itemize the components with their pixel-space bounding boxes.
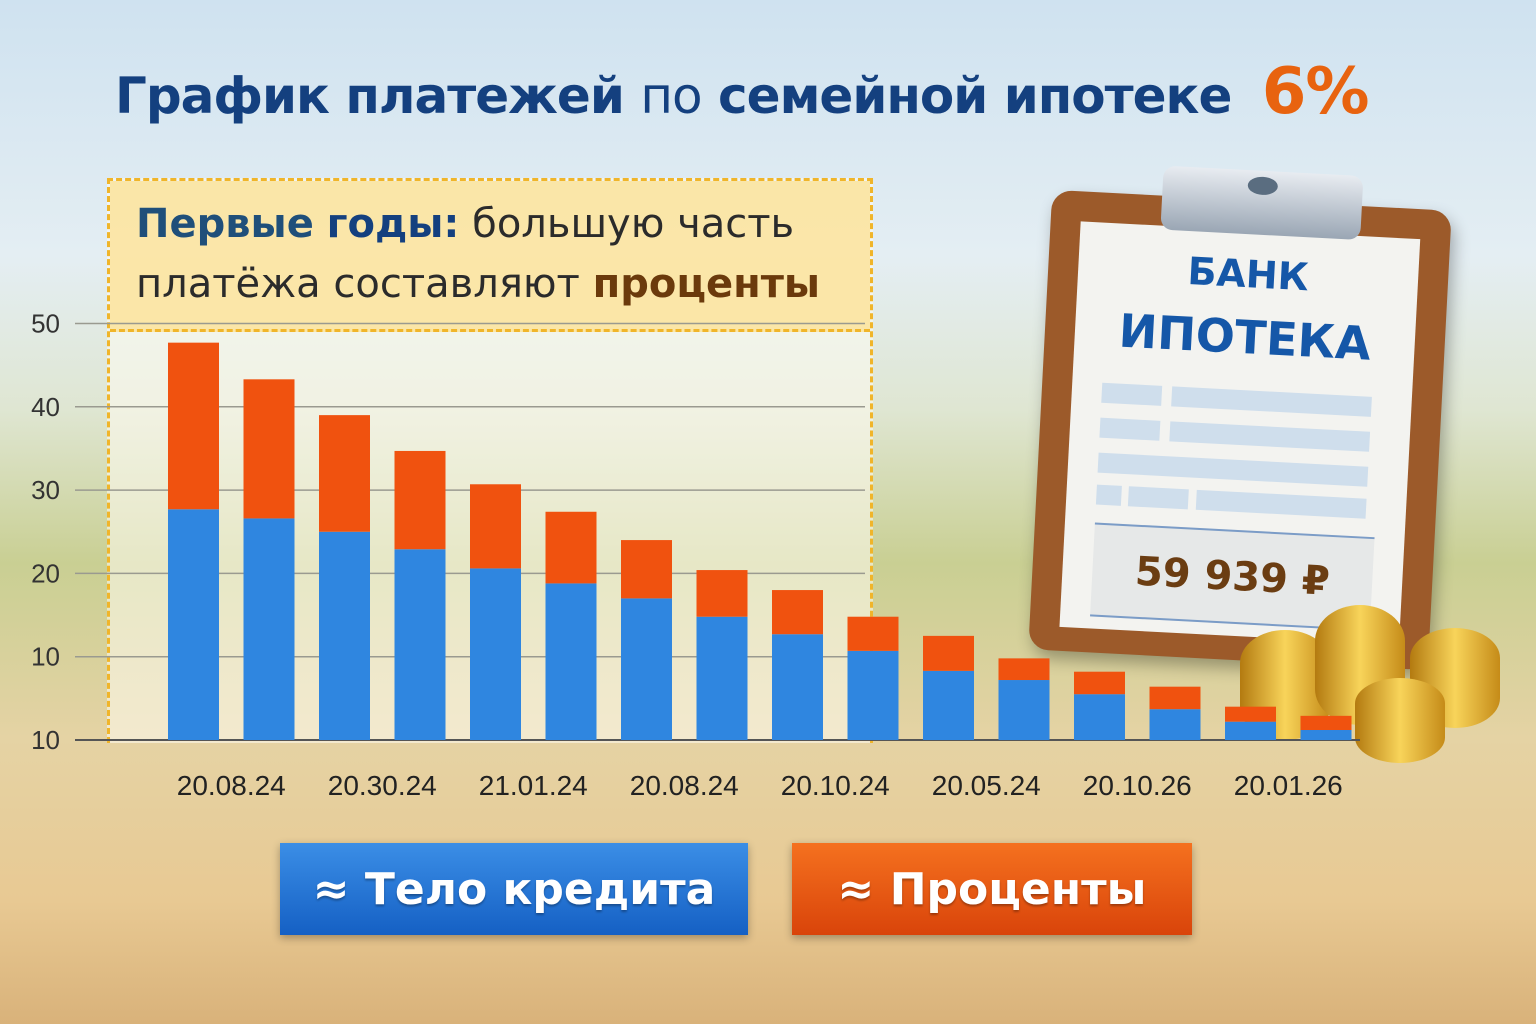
title-rate: 6%: [1261, 55, 1370, 129]
callout-word: годы:: [326, 201, 460, 247]
bar-principal: [319, 531, 370, 740]
bar-principal: [923, 670, 974, 740]
title-part-3: семейной ипотеке: [718, 67, 1232, 125]
y-tick-label: 30: [31, 475, 60, 505]
x-tick-label: 20.08.24: [630, 770, 739, 801]
x-tick-label: 20.30.24: [328, 770, 437, 801]
x-tick-label: 20.08.24: [177, 770, 286, 801]
bar-interest: [168, 342, 219, 510]
callout-word: Первые: [136, 201, 314, 247]
y-tick-label: 20: [31, 558, 60, 588]
bar-principal: [1225, 721, 1276, 740]
callout-text: большую часть: [472, 201, 795, 247]
x-tick-label: 20.10.26: [1083, 770, 1192, 801]
bar-interest: [1074, 671, 1125, 695]
bar-interest: [319, 415, 370, 532]
bar-principal: [394, 549, 446, 740]
bar-principal: [470, 568, 521, 740]
bar-principal: [998, 680, 1050, 740]
bar-principal: [243, 518, 295, 740]
x-tick-label: 20.10.24: [781, 770, 890, 801]
bar-interest: [243, 379, 295, 519]
bar-principal: [847, 650, 899, 740]
legend-interest: ≈ Проценты: [792, 843, 1192, 935]
title-part-2: по: [640, 67, 702, 125]
bar-interest: [621, 540, 672, 599]
bar-principal: [545, 583, 597, 740]
bar-principal: [1074, 694, 1125, 740]
bar-interest: [394, 450, 446, 550]
bar-interest: [1225, 706, 1276, 722]
bar-principal: [168, 509, 219, 740]
bar-principal: [772, 634, 823, 740]
bar-interest: [998, 658, 1050, 681]
callout-word: проценты: [592, 261, 821, 307]
chart-title: График платежей по семейной ипотеке 6%: [115, 55, 1370, 129]
y-tick-label: 50: [31, 309, 60, 339]
title-part-1: График платежей: [115, 67, 625, 125]
bar-interest: [847, 616, 899, 651]
bar-principal: [1300, 730, 1352, 740]
callout-line-1: Первые годы: большую часть: [136, 201, 794, 247]
x-tick-label: 20.01.26: [1234, 770, 1343, 801]
y-tick-label: 10: [31, 642, 60, 672]
bar-principal: [1149, 709, 1201, 740]
bar-interest: [1149, 686, 1201, 710]
bar-interest: [1300, 715, 1352, 731]
y-tick-label: 40: [31, 392, 60, 422]
callout-text: платёжа составляют: [136, 261, 580, 307]
y-tick-label: 10: [31, 725, 60, 755]
callout-line-2: платёжа составляют проценты: [136, 261, 820, 307]
callout: Первые годы: большую часть платёжа соста…: [110, 181, 870, 332]
bar-interest: [772, 590, 823, 635]
bar-interest: [545, 511, 597, 584]
legend-principal: ≈ Тело кредита: [280, 843, 748, 935]
x-tick-label: 20.05.24: [932, 770, 1041, 801]
bar-interest: [923, 635, 974, 671]
bar-interest: [696, 570, 748, 617]
bar-principal: [621, 598, 672, 740]
bar-principal: [696, 616, 748, 740]
bar-interest: [470, 484, 521, 569]
x-tick-label: 21.01.24: [479, 770, 588, 801]
